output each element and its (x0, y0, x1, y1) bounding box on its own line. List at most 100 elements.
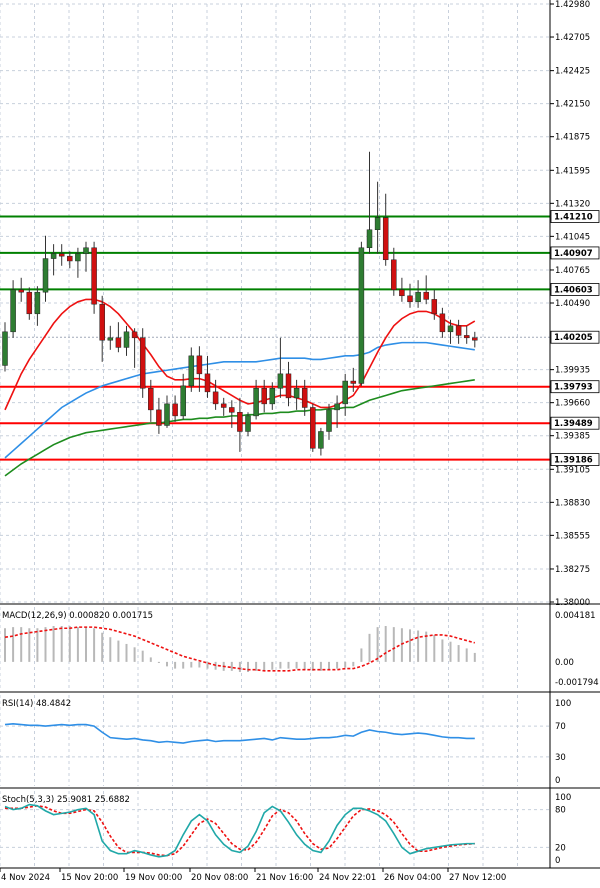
grid-layer (0, 3, 550, 866)
candle-body (107, 337, 114, 341)
level-label-box (550, 283, 600, 296)
candle-body (67, 255, 73, 262)
candle-body (123, 331, 130, 348)
price-tick-label: 1.42705 (555, 33, 590, 43)
time-tick-label: 26 Nov 04:00 (384, 873, 441, 883)
level-label: 1.40603 (554, 285, 593, 295)
rsi-tick-label: 100 (555, 699, 571, 709)
price-tick-label: 1.40490 (555, 299, 590, 309)
candle-body (463, 335, 470, 339)
candle-body (334, 403, 340, 411)
price-tick-label: 1.42980 (555, 0, 590, 10)
level-label: 1.39793 (554, 383, 593, 393)
time-tick-label: 20 Nov 08:00 (191, 873, 248, 883)
candle-body (83, 247, 89, 255)
candle-body (10, 289, 16, 333)
candle-body (115, 337, 122, 348)
time-tick-label: 19 Nov 00:00 (125, 873, 182, 883)
candle-body (366, 229, 373, 249)
rsi-line (4, 722, 475, 744)
candle-body (34, 291, 41, 315)
current-price-box (550, 330, 600, 344)
rsi-tick-label: 0 (555, 776, 560, 786)
rsi-tick-label: 30 (555, 753, 566, 763)
level-label: 1.39489 (554, 419, 593, 429)
time-tick-label: 21 Nov 16:00 (256, 873, 313, 883)
candle-body (350, 380, 357, 384)
candle-body (310, 407, 316, 449)
stoch-k-line (4, 803, 475, 858)
stoch-tick-label: 100 (555, 793, 571, 803)
candle-body (42, 258, 49, 293)
candle-body (318, 431, 324, 449)
ma-red-line (4, 298, 476, 411)
rsi-panel (0, 722, 550, 758)
candle-body (164, 403, 170, 426)
candle-body (139, 337, 146, 389)
level-label: 1.39186 (554, 456, 593, 466)
stoch-title: Stoch(5,3,3) 25.9081 25.6882 (2, 795, 130, 805)
candle-body (269, 388, 276, 405)
level-label-box (550, 246, 600, 260)
candle-body (253, 388, 259, 417)
candle-body (285, 373, 292, 399)
candle-body (58, 253, 65, 257)
ma-blue-line (4, 341, 475, 459)
candle-body (455, 325, 462, 336)
level-label-box (550, 416, 600, 430)
price-tick-label: 1.38555 (555, 531, 590, 541)
candle-body (237, 412, 243, 432)
level-label: 1.40907 (554, 249, 593, 259)
macd-panel (4, 626, 476, 672)
price-tick-label: 1.40765 (555, 266, 590, 276)
stoch-panel (0, 803, 550, 858)
price-tick-label: 1.41320 (555, 199, 590, 209)
candle-body (277, 373, 284, 389)
candle-body (180, 385, 186, 417)
stoch-tick-label: 0 (555, 856, 560, 866)
stoch-d-line (5, 805, 475, 857)
candle-body (301, 388, 308, 408)
candle-body (391, 259, 397, 291)
level-label-box (550, 380, 600, 394)
price-tick-label: 1.42425 (555, 67, 590, 77)
candle-body (261, 388, 267, 405)
candle-body (131, 331, 138, 339)
candle-body (75, 253, 81, 262)
candle-body (382, 217, 389, 261)
price-tick-label: 1.39935 (555, 366, 590, 376)
candle-body (2, 331, 8, 366)
candle-body (91, 247, 97, 305)
price-tick-label: 1.39105 (555, 465, 590, 475)
candle-body (18, 289, 24, 293)
candle-body (50, 253, 57, 259)
candle-body (204, 373, 211, 393)
candle-body (172, 403, 178, 417)
rsi-title: RSI(14) 48.4842 (2, 699, 71, 709)
macd-tick-label: -0.001794 (555, 678, 599, 688)
price-tick-label: 1.39660 (555, 399, 590, 409)
candle-body (439, 313, 446, 333)
candle-body (342, 380, 348, 405)
current-price-label: 1.40205 (554, 333, 593, 343)
candle-body (423, 291, 429, 300)
candle-body (245, 415, 251, 432)
level-label-box (550, 210, 600, 223)
price-tick-label: 1.38830 (555, 498, 590, 508)
time-tick-label: 27 Nov 12:00 (449, 873, 506, 883)
level-label-box (550, 453, 600, 466)
candle-body (447, 325, 454, 333)
time-tick-label: 24 Nov 22:01 (319, 873, 376, 883)
price-panel (0, 151, 550, 477)
candle-body (188, 355, 195, 387)
price-tick-label: 1.41045 (555, 232, 590, 242)
price-tick-label: 1.41875 (555, 133, 590, 143)
macd-tick-label: 0.00 (555, 658, 574, 668)
price-tick-label: 1.41595 (555, 166, 590, 176)
macd-tick-label: 0.004181 (555, 611, 596, 621)
rsi-tick-label: 70 (555, 722, 566, 732)
price-tick-label: 1.38000 (555, 598, 590, 608)
